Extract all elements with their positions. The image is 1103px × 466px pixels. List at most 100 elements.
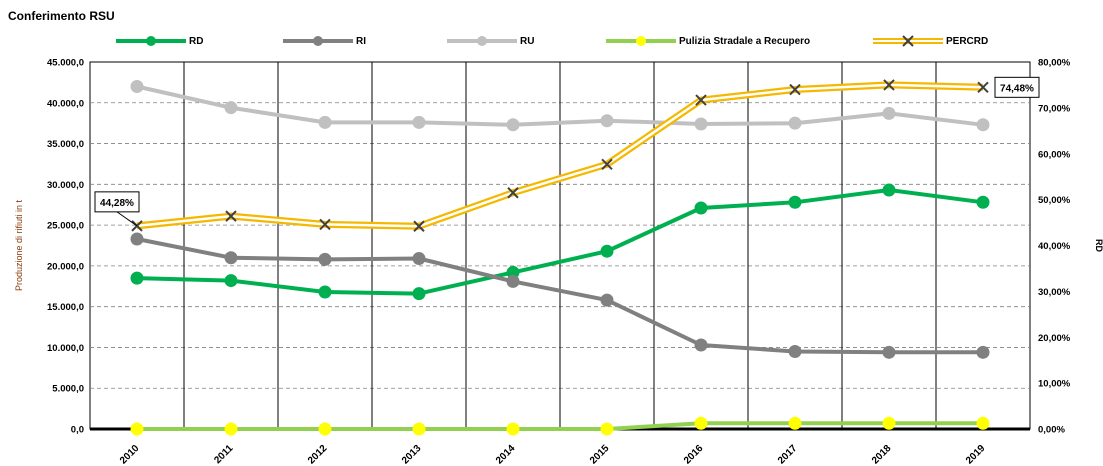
data-point-ri — [976, 345, 990, 359]
data-label: 44,28% — [100, 198, 134, 209]
series-line-pulizia-stradale-a-recupero — [137, 421, 983, 431]
y2-tick-label: 60,00% — [1038, 149, 1071, 160]
data-point-ri — [130, 232, 144, 246]
data-point-rd — [600, 244, 614, 258]
x-tick-label: 2010 — [118, 443, 142, 466]
y2-tick-label: 30,00% — [1038, 287, 1071, 298]
data-point-ru — [224, 101, 238, 115]
series-line-ru — [136, 84, 984, 127]
data-point-rd — [882, 183, 896, 197]
data-point-rd — [694, 201, 708, 215]
x-tick-label: 2014 — [494, 443, 518, 466]
legend-marker-ri — [283, 36, 353, 46]
annotation-box — [94, 191, 140, 213]
data-point-pulizia-stradale-a-recupero — [412, 422, 426, 436]
data-point-percrd — [695, 94, 707, 106]
x-tick-label: 2019 — [964, 443, 988, 466]
y2-tick-label: 70,00% — [1038, 103, 1071, 114]
data-point-rd — [788, 195, 802, 209]
series-line-rd — [136, 188, 984, 296]
y-axis-title: Produzione di rifiuti in t — [14, 199, 24, 291]
y-tick-label: 20.000,0 — [47, 261, 84, 272]
data-point-pulizia-stradale-a-recupero — [882, 416, 896, 430]
legend-marker-rd — [116, 36, 186, 46]
x-tick-label: 2016 — [682, 443, 706, 466]
annotation-box — [994, 76, 1040, 98]
y2-tick-label: 0,00% — [1038, 425, 1065, 436]
data-point-pulizia-stradale-a-recupero — [130, 422, 144, 436]
y-tick-label: 35.000,0 — [47, 139, 84, 150]
data-point-ru — [318, 115, 332, 129]
data-point-pulizia-stradale-a-recupero — [506, 422, 520, 436]
x-tick-label: 2018 — [870, 443, 894, 466]
data-point-rd — [224, 274, 238, 288]
data-point-percrd — [319, 218, 331, 231]
x-tick-label: 2017 — [776, 443, 800, 466]
data-point-pulizia-stradale-a-recupero — [788, 416, 802, 430]
data-point-pulizia-stradale-a-recupero — [976, 416, 990, 430]
y-tick-label: 25.000,0 — [47, 221, 84, 232]
legend-item-rd: RD — [116, 31, 203, 51]
data-point-ru — [882, 106, 896, 120]
y2-tick-label: 20,00% — [1038, 333, 1071, 344]
data-point-ri — [506, 274, 520, 288]
data-point-ru — [694, 117, 708, 131]
data-point-pulizia-stradale-a-recupero — [694, 416, 708, 430]
y2-tick-label: 50,00% — [1038, 195, 1071, 206]
data-point-ru — [976, 118, 990, 132]
legend-label-ru: RU — [520, 35, 535, 47]
data-point-percrd — [601, 158, 613, 171]
legend-label-percrd: PERCRD — [946, 35, 989, 47]
data-point-ri — [600, 293, 614, 307]
data-point-percrd — [507, 187, 519, 199]
y-tick-label: 5.000,0 — [52, 384, 84, 395]
data-point-percrd — [413, 220, 425, 232]
data-point-pulizia-stradale-a-recupero — [318, 422, 332, 436]
data-point-rd — [976, 195, 990, 209]
legend-item-ru: RU — [447, 31, 534, 51]
legend-item-ri: RI — [283, 31, 366, 51]
data-point-percrd — [225, 210, 237, 222]
legend-label-ri: RI — [356, 35, 366, 47]
data-point-rd — [412, 287, 426, 301]
data-point-ri — [882, 345, 896, 359]
series-line-ri — [136, 237, 983, 355]
data-label: 74,48% — [1000, 83, 1034, 94]
x-tick-label: 2013 — [400, 443, 424, 466]
y-tick-label: 30.000,0 — [47, 180, 84, 191]
x-tick-label: 2012 — [306, 443, 330, 466]
data-point-rd — [130, 271, 144, 285]
data-point-pulizia-stradale-a-recupero — [224, 422, 238, 436]
legend-marker-ru — [447, 36, 517, 46]
data-point-rd — [318, 285, 332, 299]
series-line-inner-percrd — [136, 83, 984, 228]
y2-tick-label: 10,00% — [1038, 379, 1071, 390]
data-point-ri — [788, 345, 802, 359]
data-point-ru — [412, 115, 426, 129]
data-point-ru — [130, 79, 144, 93]
annotation-leader — [116, 211, 138, 227]
data-point-ru — [506, 118, 520, 132]
y-tick-label: 45.000,0 — [47, 58, 84, 69]
data-point-ri — [318, 252, 332, 266]
y-tick-label: 40.000,0 — [47, 98, 84, 109]
y-tick-label: 10.000,0 — [47, 343, 84, 354]
legend-marker-pulizia — [606, 36, 676, 46]
legend-item-pulizia: Pulizia Stradale a Recupero — [606, 31, 810, 51]
data-point-ri — [412, 252, 426, 266]
y-tick-label: 15.000,0 — [47, 302, 84, 313]
data-point-percrd — [883, 79, 895, 91]
data-point-rd — [506, 265, 520, 279]
data-point-ru — [600, 114, 614, 128]
legend-item-percrd: PERCRD — [873, 31, 988, 51]
y-tick-label: 0,0 — [71, 425, 84, 436]
legend-marker-percrd — [873, 35, 943, 47]
legend-label-pulizia: Pulizia Stradale a Recupero — [679, 35, 811, 47]
chart-title: Conferimento RSU — [8, 9, 115, 23]
data-point-ri — [694, 338, 708, 352]
y2-tick-label: 40,00% — [1038, 241, 1071, 252]
data-point-percrd — [789, 83, 801, 96]
x-tick-label: 2015 — [588, 443, 612, 466]
data-point-pulizia-stradale-a-recupero — [600, 422, 614, 436]
